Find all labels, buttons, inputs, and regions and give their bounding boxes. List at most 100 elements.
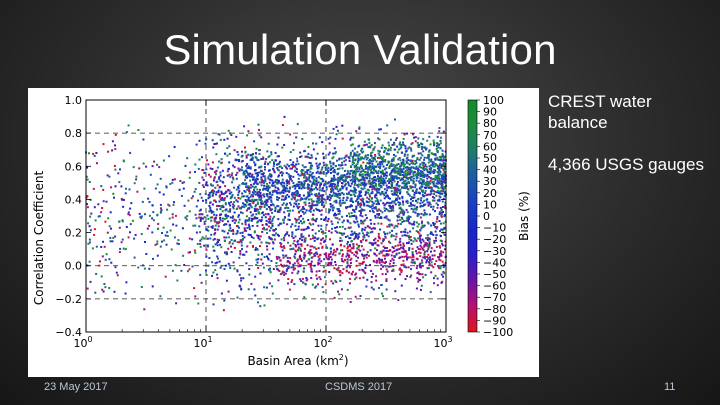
data-point bbox=[442, 169, 445, 172]
data-point bbox=[413, 191, 416, 194]
data-point bbox=[303, 207, 306, 210]
data-point bbox=[368, 241, 371, 244]
data-point bbox=[354, 147, 356, 150]
data-point bbox=[384, 173, 387, 176]
data-point bbox=[386, 225, 389, 228]
data-point bbox=[360, 179, 363, 182]
data-point bbox=[86, 178, 89, 181]
data-point bbox=[213, 238, 216, 240]
data-point bbox=[307, 191, 309, 194]
data-point bbox=[285, 206, 288, 209]
data-point bbox=[271, 225, 274, 227]
data-point bbox=[253, 186, 256, 189]
data-point bbox=[265, 203, 268, 206]
data-point bbox=[255, 180, 258, 183]
data-point bbox=[393, 186, 396, 189]
data-point bbox=[186, 270, 189, 273]
data-point bbox=[217, 225, 220, 228]
data-point bbox=[421, 205, 424, 208]
data-point bbox=[416, 264, 419, 267]
data-point bbox=[346, 241, 349, 243]
data-point bbox=[281, 174, 283, 177]
data-point bbox=[407, 159, 410, 162]
data-point bbox=[349, 138, 352, 141]
data-point bbox=[280, 191, 283, 194]
data-point bbox=[354, 174, 357, 177]
data-point bbox=[339, 237, 342, 240]
data-point bbox=[223, 299, 226, 302]
data-point bbox=[383, 209, 386, 212]
data-point bbox=[405, 162, 408, 164]
data-point bbox=[227, 262, 230, 265]
data-point bbox=[410, 166, 413, 169]
data-point bbox=[113, 290, 116, 293]
data-point bbox=[212, 238, 215, 241]
data-point bbox=[223, 218, 226, 221]
data-point bbox=[410, 175, 413, 178]
data-point bbox=[390, 235, 393, 238]
data-point bbox=[262, 266, 265, 269]
data-point bbox=[329, 184, 332, 187]
data-point bbox=[238, 169, 241, 172]
data-point bbox=[427, 246, 430, 249]
data-point bbox=[430, 271, 433, 274]
data-point bbox=[285, 264, 288, 267]
data-point bbox=[228, 201, 230, 204]
data-point bbox=[353, 189, 356, 192]
data-point bbox=[313, 204, 316, 207]
data-point bbox=[175, 224, 178, 227]
data-point bbox=[439, 265, 442, 268]
data-point bbox=[289, 159, 292, 161]
data-point bbox=[114, 235, 117, 238]
data-point bbox=[418, 213, 420, 216]
data-point bbox=[209, 167, 212, 170]
data-point bbox=[320, 213, 323, 216]
data-point bbox=[304, 283, 307, 286]
data-point bbox=[298, 193, 301, 196]
data-point bbox=[343, 160, 346, 163]
data-point bbox=[406, 202, 409, 205]
data-point bbox=[338, 210, 341, 212]
data-point bbox=[228, 229, 230, 232]
data-point bbox=[400, 146, 403, 149]
data-point bbox=[99, 260, 101, 263]
data-point bbox=[267, 221, 270, 224]
data-point bbox=[314, 286, 317, 289]
data-point bbox=[310, 264, 313, 267]
data-point bbox=[348, 192, 351, 195]
colorbar-tick-label: 30 bbox=[483, 175, 497, 188]
data-point bbox=[384, 159, 387, 161]
data-point bbox=[213, 176, 216, 179]
data-point bbox=[291, 185, 294, 188]
data-point bbox=[225, 236, 228, 239]
data-point bbox=[235, 188, 238, 191]
data-point bbox=[444, 164, 446, 167]
data-point bbox=[274, 186, 277, 189]
data-point bbox=[286, 193, 289, 196]
data-point bbox=[409, 185, 412, 188]
data-point bbox=[341, 253, 344, 256]
data-point bbox=[118, 220, 121, 223]
data-point bbox=[372, 288, 375, 291]
data-point bbox=[339, 178, 342, 180]
data-point bbox=[403, 153, 406, 156]
data-point bbox=[375, 279, 378, 282]
data-point bbox=[356, 220, 359, 223]
data-point bbox=[290, 280, 293, 283]
data-point bbox=[359, 184, 362, 187]
data-point bbox=[367, 191, 370, 194]
data-point bbox=[421, 264, 424, 267]
data-point bbox=[362, 183, 365, 186]
data-point bbox=[331, 227, 333, 230]
data-point bbox=[394, 175, 396, 178]
data-point bbox=[399, 273, 402, 276]
data-point bbox=[203, 171, 206, 174]
data-point bbox=[224, 202, 227, 205]
data-point bbox=[387, 186, 390, 189]
data-point bbox=[363, 185, 366, 188]
data-point bbox=[327, 264, 329, 267]
data-point bbox=[281, 203, 284, 206]
data-point bbox=[277, 218, 280, 221]
data-point bbox=[332, 162, 335, 165]
data-point bbox=[233, 267, 236, 270]
